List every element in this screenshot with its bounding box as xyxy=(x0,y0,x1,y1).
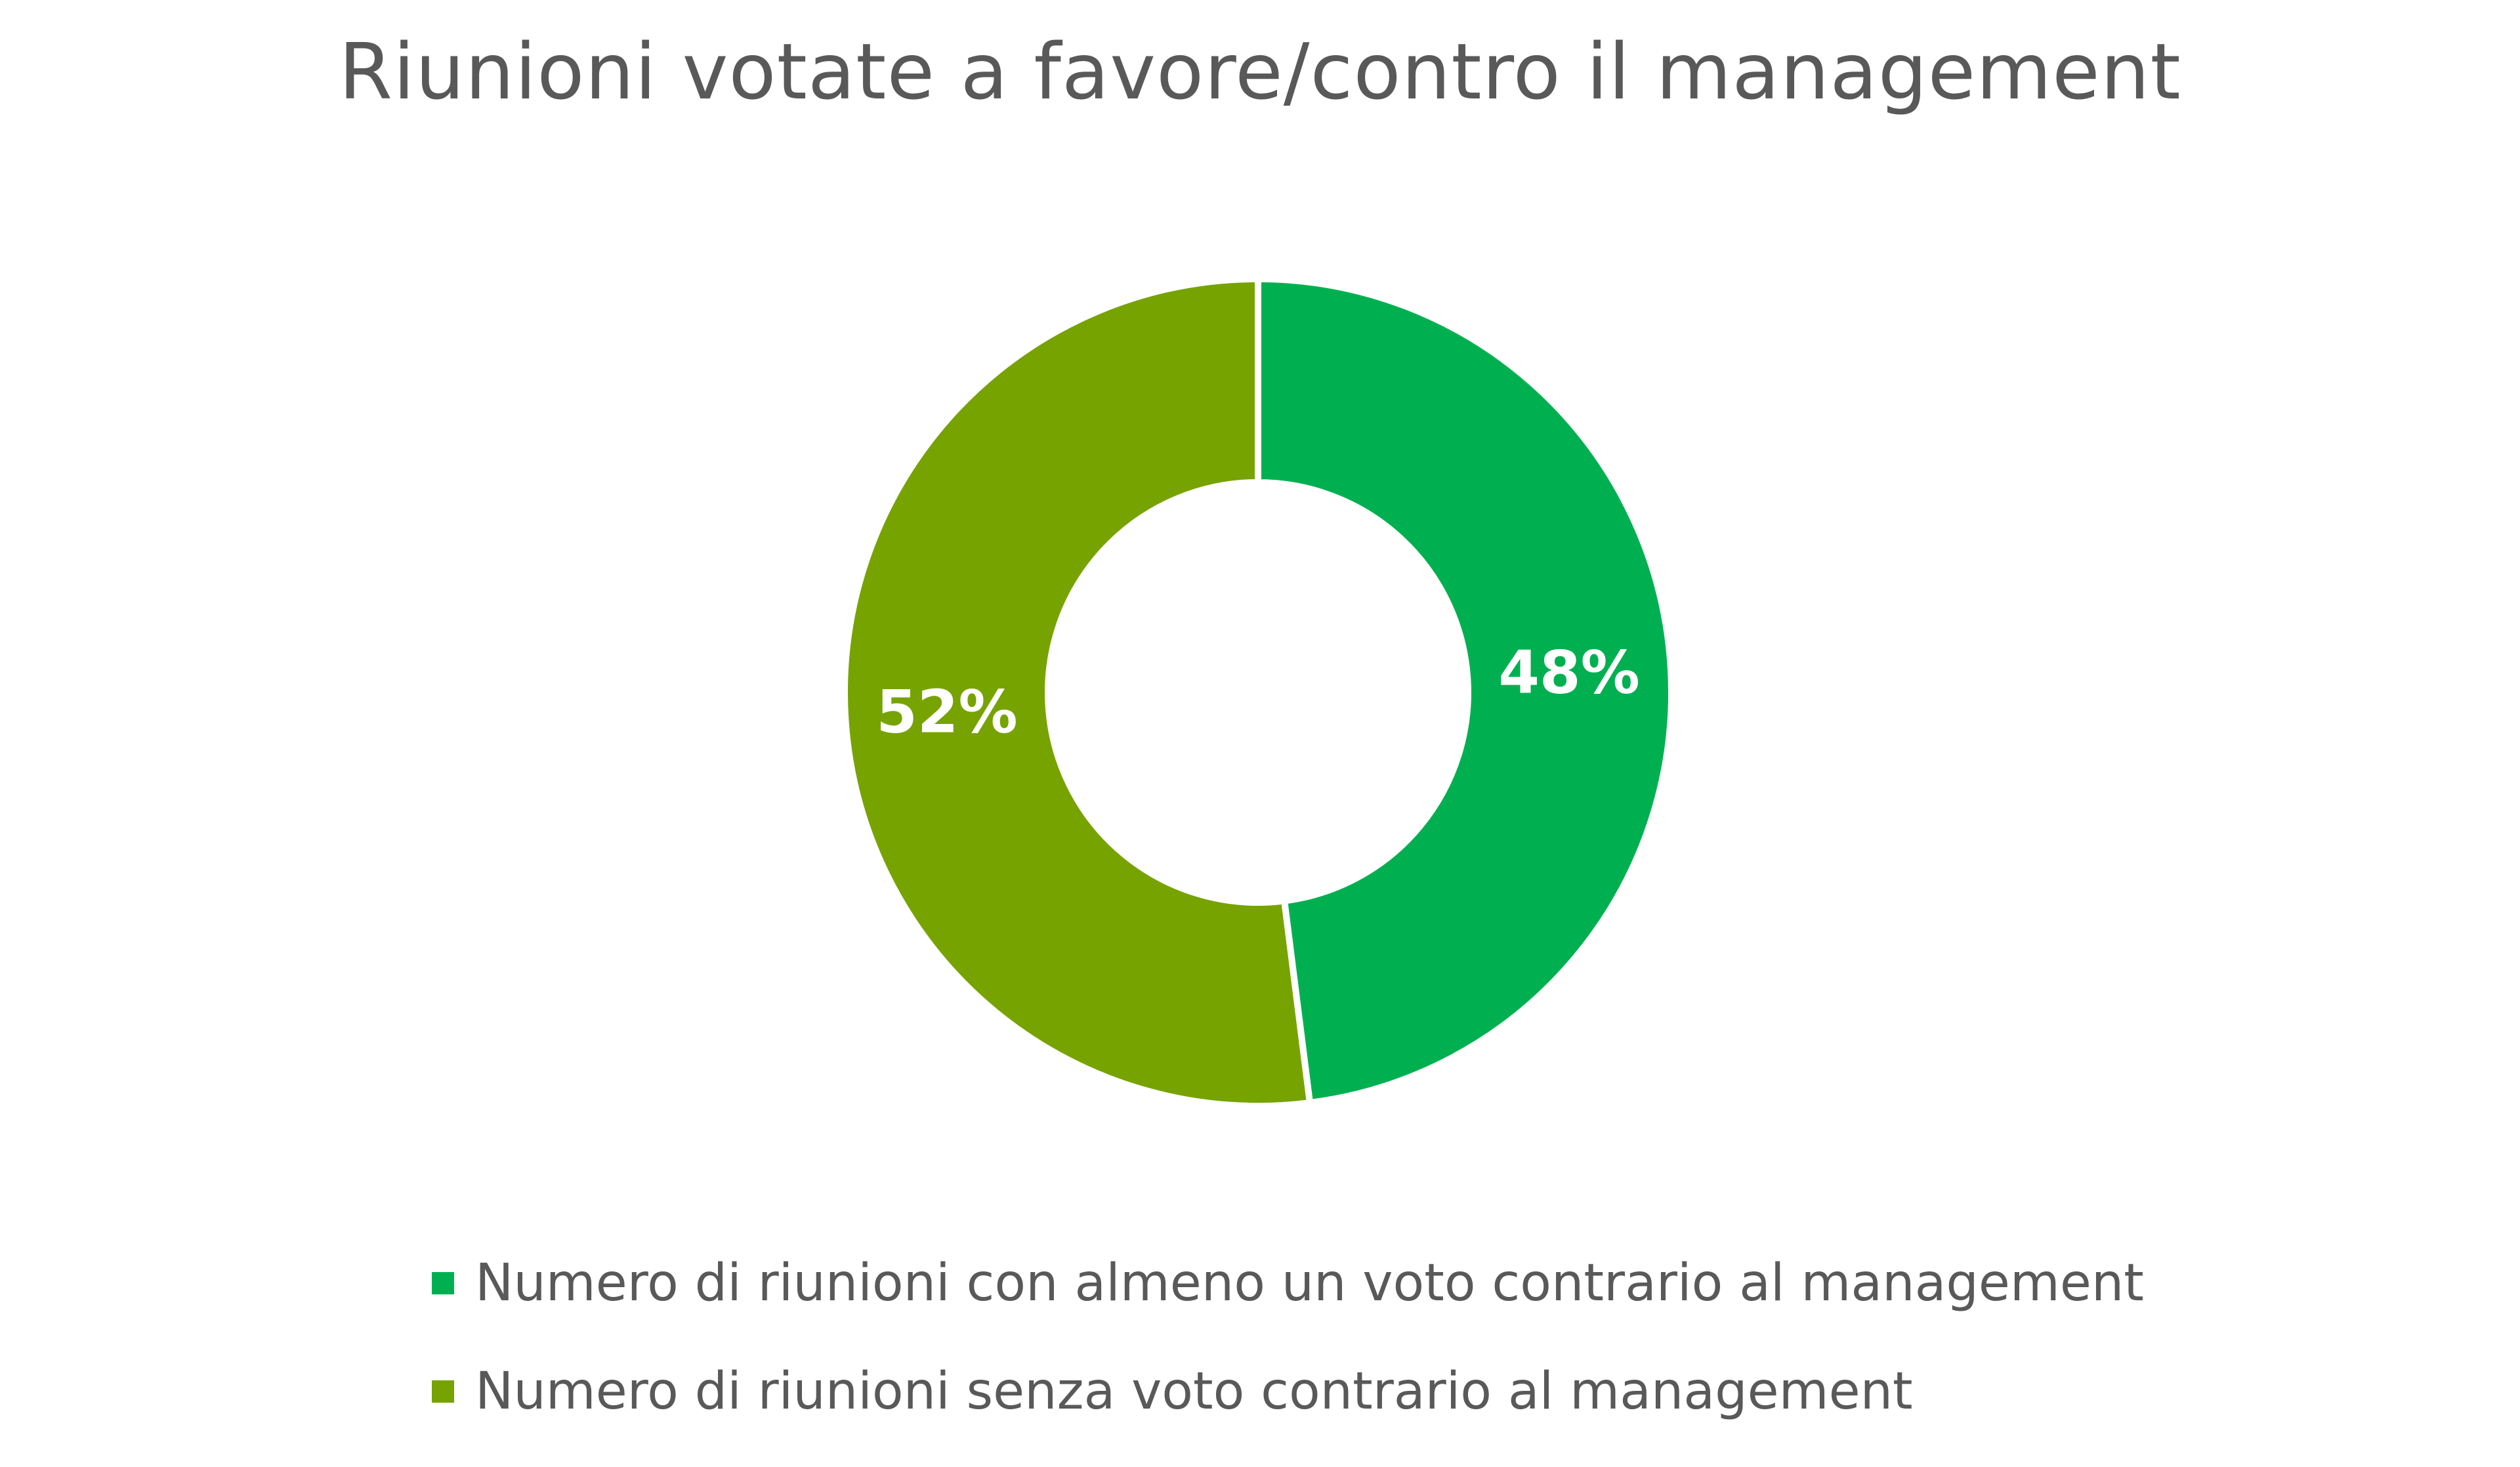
legend: Numero di riunioni con almeno un voto co… xyxy=(432,1250,2144,1467)
legend-swatch-no-contrary xyxy=(432,1380,454,1403)
donut-slice-1 xyxy=(841,275,1314,1109)
data-label-1: 52% xyxy=(876,677,1017,746)
legend-label-no-contrary: Numero di riunioni senza voto contrario … xyxy=(475,1362,1913,1421)
legend-item-no-contrary: Numero di riunioni senza voto contrario … xyxy=(432,1359,2144,1424)
chart-title: Riunioni votate a favore/contro il manag… xyxy=(339,26,2181,117)
data-label-0: 48% xyxy=(1498,639,1639,708)
legend-swatch-contrary xyxy=(432,1272,454,1294)
legend-item-contrary: Numero di riunioni con almeno un voto co… xyxy=(432,1250,2144,1316)
donut-slice-0 xyxy=(1255,275,1675,1107)
legend-label-contrary: Numero di riunioni con almeno un voto co… xyxy=(475,1254,2144,1313)
